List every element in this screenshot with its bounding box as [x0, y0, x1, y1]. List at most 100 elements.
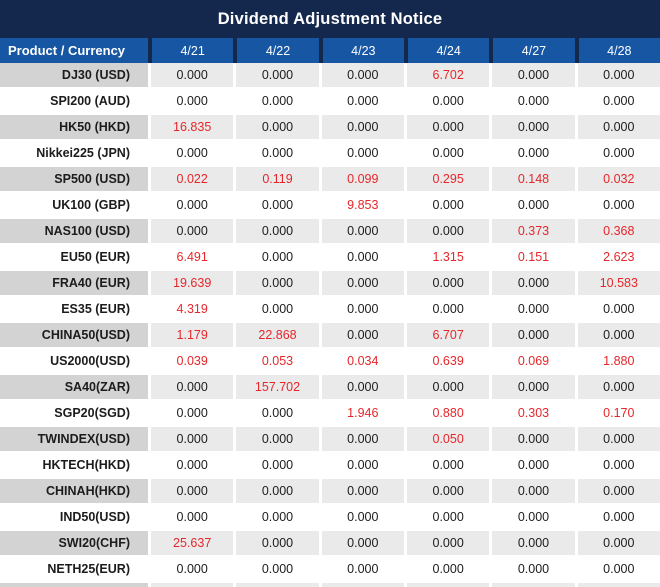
product-cell: IND50(USD): [0, 505, 148, 531]
value-cell: 0.000: [318, 505, 404, 531]
value-cell: 22.868: [233, 323, 319, 349]
value-cell: 0.099: [318, 167, 404, 193]
table-row: SWI20(CHF) 25.637 0.000 0.000 0.000 0.000 0.00…: [0, 531, 660, 557]
value-cell: 0.034: [318, 349, 404, 375]
table-row: SP500 (USD) 0.022 0.119 0.099 0.295 0.148 0.03…: [0, 167, 660, 193]
value-cell: 0.000: [318, 427, 404, 453]
value-cell: 0.000: [403, 479, 490, 505]
value-cell: 0.000: [233, 401, 319, 427]
value-cell: 16.835: [148, 115, 234, 141]
value-cell: 0.000: [489, 453, 575, 479]
value-cell: 0.000: [318, 557, 404, 583]
value-cell: 0.000: [574, 531, 660, 557]
value-cell: 0.000: [318, 479, 404, 505]
value-cell: 0.000: [148, 479, 234, 505]
value-cell: [233, 583, 319, 587]
value-cell: 6.707: [403, 323, 490, 349]
value-cell: 0.000: [233, 89, 319, 115]
table-row: SPI200 (AUD) 0.000 0.000 0.000 0.000 0.000 0.0…: [0, 89, 660, 115]
value-cell: 0.000: [233, 245, 319, 271]
table-row: DJ30 (USD) 0.000 0.000 0.000 6.702 0.000 0.000: [0, 63, 660, 89]
value-cell: 0.000: [148, 141, 234, 167]
value-cell: 6.702: [403, 63, 490, 89]
value-cell: 0.000: [403, 271, 490, 297]
table-row: HKTECH(HKD) 0.000 0.000 0.000 0.000 0.000 0.00…: [0, 453, 660, 479]
value-cell: 0.000: [403, 531, 490, 557]
value-cell: 1.179: [148, 323, 234, 349]
value-cell: 0.000: [233, 297, 319, 323]
value-cell: 0.000: [574, 479, 660, 505]
table-row: FRA40 (EUR) 19.639 0.000 0.000 0.000 0.000 10.…: [0, 271, 660, 297]
product-cell: SA40(ZAR): [0, 375, 148, 401]
product-cell: CHINA50(USD): [0, 323, 148, 349]
value-cell: 0.639: [403, 349, 490, 375]
column-header-date: 4/21: [148, 38, 234, 63]
value-cell: 0.000: [574, 89, 660, 115]
value-cell: 0.000: [403, 89, 490, 115]
value-cell: 0.032: [574, 167, 660, 193]
value-cell: 0.000: [489, 141, 575, 167]
value-cell: 0.000: [489, 193, 575, 219]
value-cell: 19.639: [148, 271, 234, 297]
column-header-date: 4/23: [318, 38, 404, 63]
product-cell: SGP20(SGD): [0, 401, 148, 427]
value-cell: 0.000: [233, 427, 319, 453]
value-cell: 0.022: [148, 167, 234, 193]
value-cell: 0.000: [489, 531, 575, 557]
product-cell: ES35 (EUR): [0, 297, 148, 323]
value-cell: 0.000: [489, 557, 575, 583]
value-cell: [403, 583, 490, 587]
product-cell: HKTECH(HKD): [0, 453, 148, 479]
table-row: UK100 (GBP) 0.000 0.000 9.853 0.000 0.000 0.00…: [0, 193, 660, 219]
product-cell: US2000(USD): [0, 349, 148, 375]
value-cell: 0.295: [403, 167, 490, 193]
product-cell: HK50 (HKD): [0, 115, 148, 141]
value-cell: 0.000: [148, 375, 234, 401]
value-cell: 0.000: [403, 375, 490, 401]
value-cell: 0.000: [489, 63, 575, 89]
value-cell: 0.000: [574, 297, 660, 323]
product-cell: TWINDEX(USD): [0, 427, 148, 453]
table-row: CHINAH(HKD) 0.000 0.000 0.000 0.000 0.000 0.00…: [0, 479, 660, 505]
value-cell: [148, 583, 234, 587]
value-cell: 0.000: [233, 453, 319, 479]
value-cell: 0.000: [489, 427, 575, 453]
value-cell: 0.000: [489, 479, 575, 505]
column-header-date: 4/27: [489, 38, 575, 63]
value-cell: 6.491: [148, 245, 234, 271]
value-cell: 0.000: [318, 375, 404, 401]
value-cell: 157.702: [233, 375, 319, 401]
value-cell: 0.000: [233, 557, 319, 583]
value-cell: 0.000: [489, 323, 575, 349]
value-cell: 0.368: [574, 219, 660, 245]
table-row: SA40(ZAR) 0.000 157.702 0.000 0.000 0.000 0.00…: [0, 375, 660, 401]
value-cell: [489, 583, 575, 587]
dividend-table: Product / Currency 4/21 4/22 4/23 4/24 4/27 4/…: [0, 38, 660, 587]
value-cell: 0.000: [148, 557, 234, 583]
value-cell: 0.119: [233, 167, 319, 193]
table-row: NETH25(EUR) 0.000 0.000 0.000 0.000 0.000 0.00…: [0, 557, 660, 583]
title-bar: Dividend Adjustment Notice: [0, 0, 660, 38]
value-cell: 1.315: [403, 245, 490, 271]
value-cell: 0.170: [574, 401, 660, 427]
value-cell: 0.000: [403, 115, 490, 141]
value-cell: 0.000: [489, 297, 575, 323]
value-cell: 0.000: [574, 505, 660, 531]
table-row: Nikkei225 (JPN) 0.000 0.000 0.000 0.000 0.000…: [0, 141, 660, 167]
value-cell: 0.000: [233, 193, 319, 219]
value-cell: 0.000: [574, 141, 660, 167]
value-cell: 0.000: [489, 89, 575, 115]
value-cell: 0.000: [148, 193, 234, 219]
value-cell: 0.000: [148, 89, 234, 115]
value-cell: 0.000: [574, 557, 660, 583]
product-cell: SPI200 (AUD): [0, 89, 148, 115]
value-cell: 0.000: [148, 219, 234, 245]
value-cell: 0.000: [233, 505, 319, 531]
table-row: CHINA50(USD) 1.179 22.868 0.000 6.707 0.000 0.…: [0, 323, 660, 349]
value-cell: 0.000: [403, 193, 490, 219]
header-row: Product / Currency 4/21 4/22 4/23 4/24 4/27 4/…: [0, 38, 660, 63]
value-cell: 0.000: [318, 323, 404, 349]
value-cell: 0.000: [403, 297, 490, 323]
value-cell: 0.000: [318, 63, 404, 89]
table-row: US2000(USD) 0.039 0.053 0.034 0.639 0.069 1.88…: [0, 349, 660, 375]
